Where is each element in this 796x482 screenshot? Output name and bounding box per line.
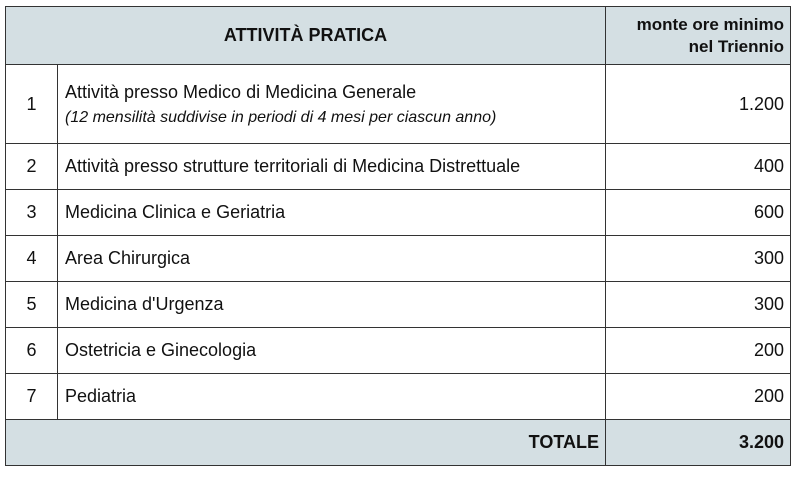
- activity-name: Area Chirurgica: [56, 235, 607, 282]
- row-number: 3: [5, 189, 58, 236]
- row-number: 6: [5, 327, 58, 374]
- hours-value: 400: [605, 143, 792, 190]
- row-number: 5: [5, 281, 58, 328]
- hours-column-header: monte ore minimo nel Triennio: [605, 6, 792, 65]
- total-row: TOTALE 3.200: [4, 419, 792, 466]
- activity-name: Attività presso Medico di Medicina Gener…: [65, 81, 417, 102]
- hours-value: 300: [605, 235, 792, 282]
- total-value: 3.200: [605, 419, 792, 466]
- table-header-row: ATTIVITÀ PRATICA monte ore minimo nel Tr…: [4, 6, 792, 65]
- table-row: 4 Area Chirurgica 300: [5, 235, 792, 282]
- row-number: 2: [5, 143, 58, 190]
- hours-value: 200: [605, 327, 792, 374]
- table-row: 3 Medicina Clinica e Geriatria 600: [5, 189, 792, 236]
- activity-name: Attività presso strutture territoriali d…: [56, 143, 607, 190]
- row-number: 7: [5, 373, 58, 420]
- activity-name: Ostetricia e Ginecologia: [56, 327, 607, 374]
- activity-column-header: ATTIVITÀ PRATICA: [4, 6, 607, 65]
- row-number: 4: [5, 235, 58, 282]
- activity-note: (12 mensilità suddivise in periodi di 4 …: [65, 108, 497, 126]
- table-row: 7 Pediatria 200: [5, 373, 792, 420]
- hours-value: 1.200: [605, 64, 792, 144]
- table-row: 5 Medicina d'Urgenza 300: [5, 281, 792, 328]
- hours-value: 600: [605, 189, 792, 236]
- hours-value: 200: [605, 373, 792, 420]
- hours-value: 300: [605, 281, 792, 328]
- table-row: 1 Attività presso Medico di Medicina Gen…: [5, 64, 792, 144]
- hours-header-line2: nel Triennio: [688, 36, 785, 56]
- activity-name: Medicina Clinica e Geriatria: [56, 189, 607, 236]
- total-label: TOTALE: [4, 419, 607, 466]
- activity-name: Pediatria: [56, 373, 607, 420]
- table-row: 2 Attività presso strutture territoriali…: [5, 143, 792, 190]
- table-row: 6 Ostetricia e Ginecologia 200: [5, 327, 792, 374]
- hours-header-line1: monte ore minimo: [636, 14, 785, 34]
- row-number: 1: [5, 64, 58, 144]
- activity-hours-table: ATTIVITÀ PRATICA monte ore minimo nel Tr…: [4, 6, 792, 466]
- activity-name: Medicina d'Urgenza: [56, 281, 607, 328]
- activity-cell: Attività presso Medico di Medicina Gener…: [56, 64, 607, 144]
